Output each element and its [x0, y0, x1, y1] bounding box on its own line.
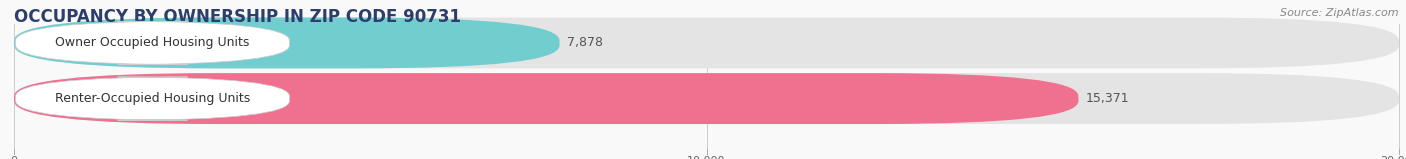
FancyBboxPatch shape — [14, 17, 1399, 68]
Text: Source: ZipAtlas.com: Source: ZipAtlas.com — [1281, 8, 1399, 18]
Text: 0: 0 — [11, 156, 17, 159]
Text: OCCUPANCY BY OWNERSHIP IN ZIP CODE 90731: OCCUPANCY BY OWNERSHIP IN ZIP CODE 90731 — [14, 8, 461, 26]
Text: 20,000: 20,000 — [1379, 156, 1406, 159]
Text: 7,878: 7,878 — [567, 36, 603, 49]
FancyBboxPatch shape — [14, 73, 1078, 124]
FancyBboxPatch shape — [14, 73, 1399, 124]
Text: 10,000: 10,000 — [688, 156, 725, 159]
Text: Renter-Occupied Housing Units: Renter-Occupied Housing Units — [55, 92, 250, 105]
FancyBboxPatch shape — [15, 77, 290, 120]
Text: 15,371: 15,371 — [1085, 92, 1129, 105]
Text: Owner Occupied Housing Units: Owner Occupied Housing Units — [55, 36, 250, 49]
FancyBboxPatch shape — [14, 17, 560, 68]
FancyBboxPatch shape — [15, 21, 290, 65]
